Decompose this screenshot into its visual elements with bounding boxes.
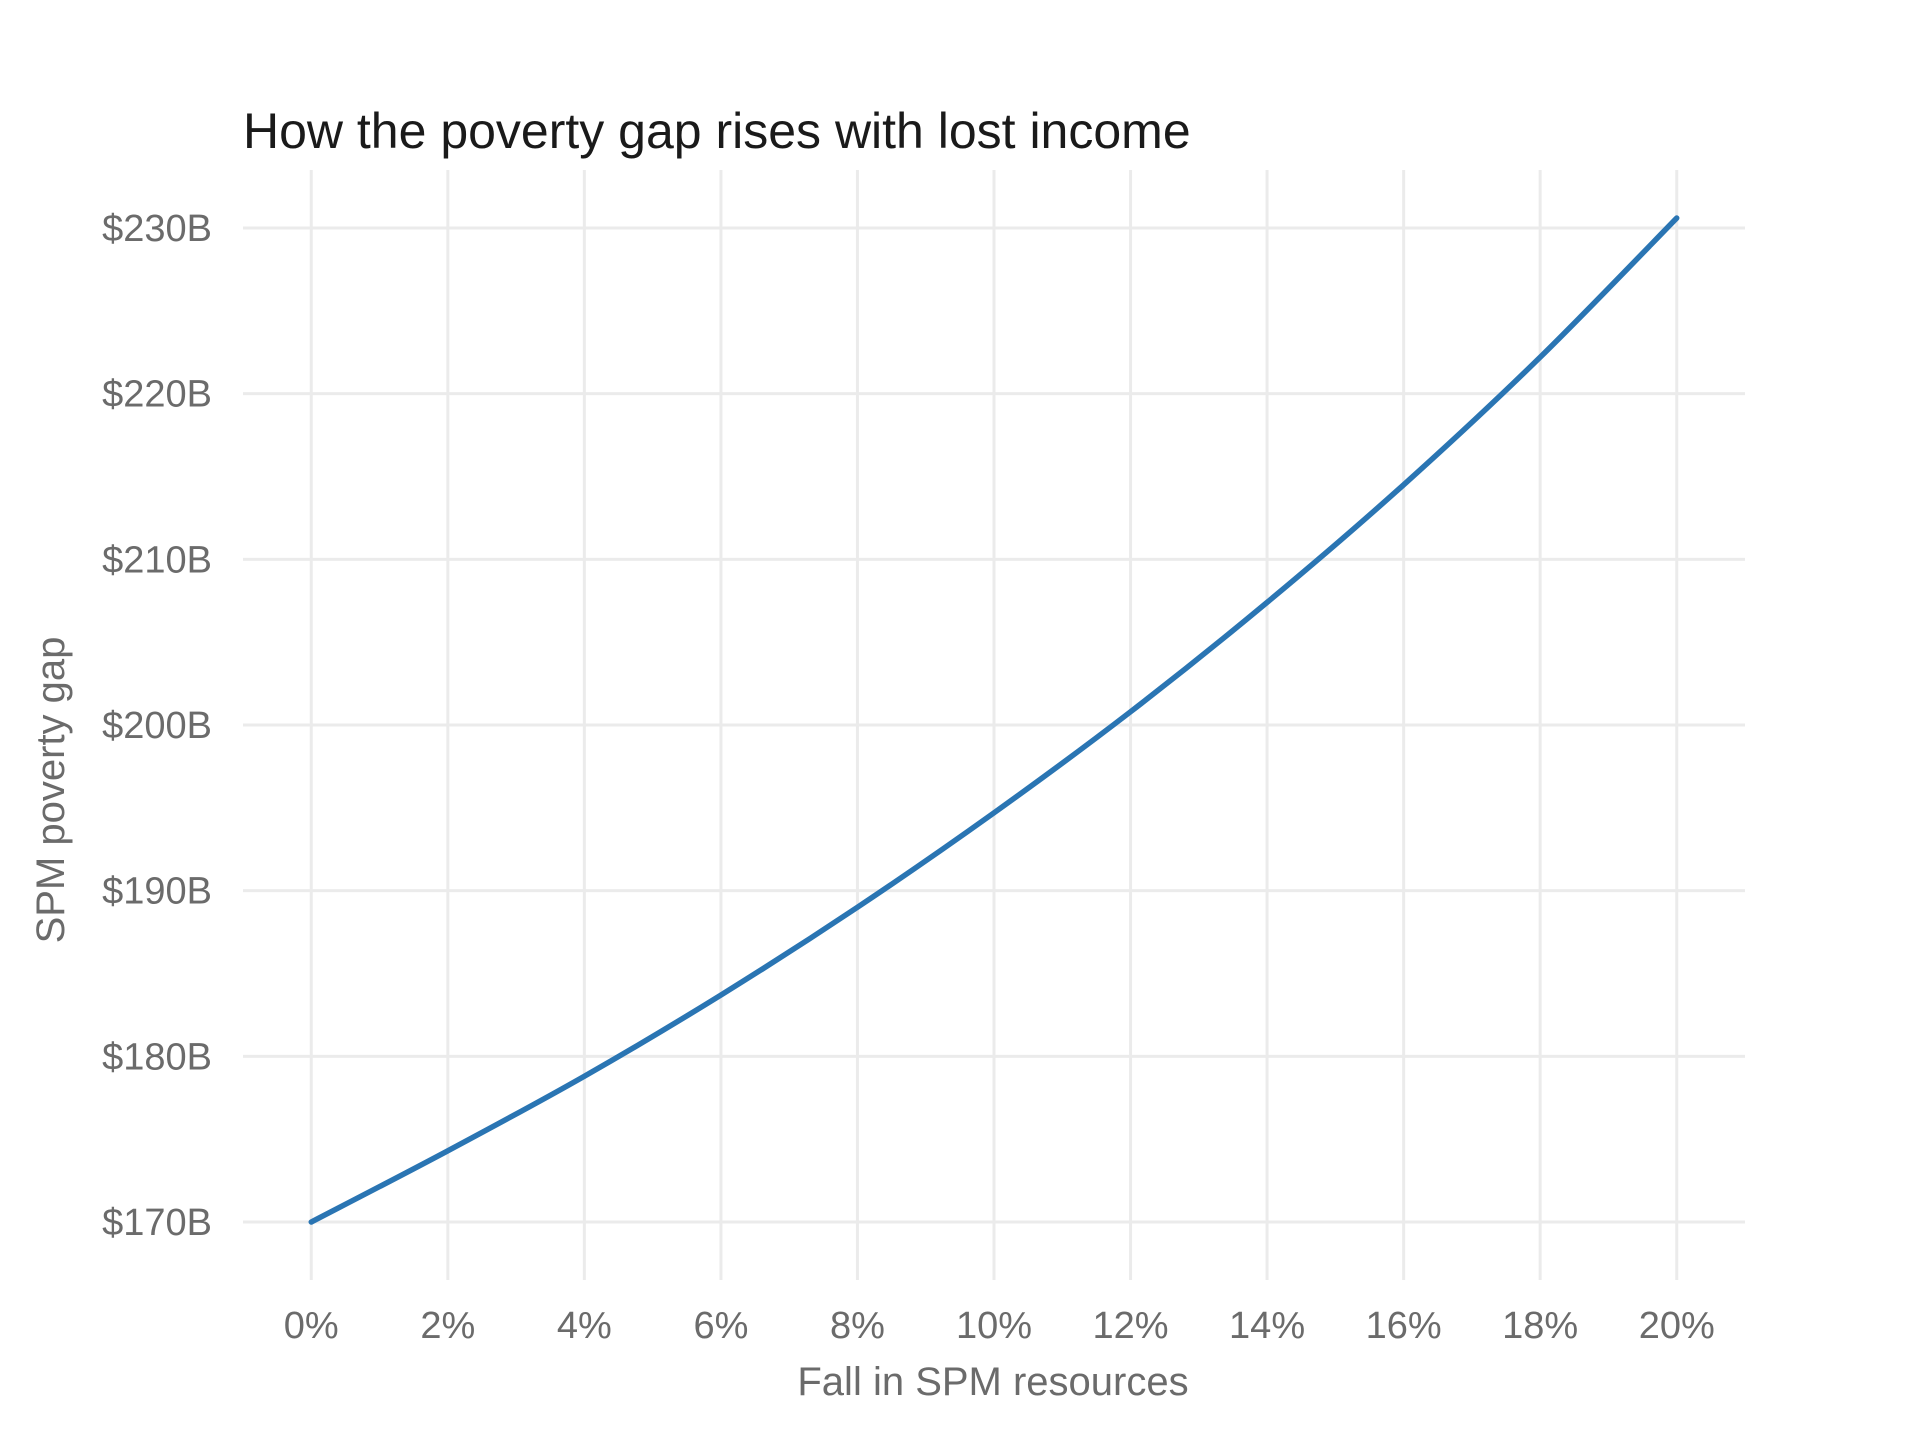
y-axis-ticks: $170B $180B $190B $200B $210B $220B $230B — [102, 208, 212, 1244]
chart-title: How the poverty gap rises with lost inco… — [243, 103, 1191, 159]
y-tick-label: $230B — [102, 208, 212, 250]
y-tick-label: $200B — [102, 705, 212, 747]
y-tick-label: $190B — [102, 871, 212, 913]
x-tick-label: 12% — [1093, 1305, 1169, 1347]
series-layer — [308, 215, 1680, 1225]
y-axis-label: SPM poverty gap — [29, 637, 73, 944]
grid — [243, 170, 1745, 1280]
x-tick-label: 20% — [1639, 1305, 1715, 1347]
y-tick-label: $220B — [102, 374, 212, 416]
x-axis-ticks: 0% 2% 4% 6% 8% 10% 12% 14% 16% 18% 20% — [284, 1305, 1715, 1347]
x-tick-label: 0% — [284, 1305, 339, 1347]
x-axis-label: Fall in SPM resources — [797, 1360, 1188, 1404]
y-tick-label: $170B — [102, 1202, 212, 1244]
x-tick-label: 2% — [420, 1305, 475, 1347]
x-tick-label: 10% — [956, 1305, 1032, 1347]
x-tick-label: 4% — [557, 1305, 612, 1347]
x-tick-label: 16% — [1366, 1305, 1442, 1347]
y-tick-label: $210B — [102, 539, 212, 581]
y-tick-label: $180B — [102, 1036, 212, 1078]
x-tick-label: 6% — [693, 1305, 748, 1347]
x-tick-label: 14% — [1229, 1305, 1305, 1347]
x-tick-label: 8% — [830, 1305, 885, 1347]
x-tick-label: 18% — [1502, 1305, 1578, 1347]
series-line-0 — [308, 215, 1680, 1225]
